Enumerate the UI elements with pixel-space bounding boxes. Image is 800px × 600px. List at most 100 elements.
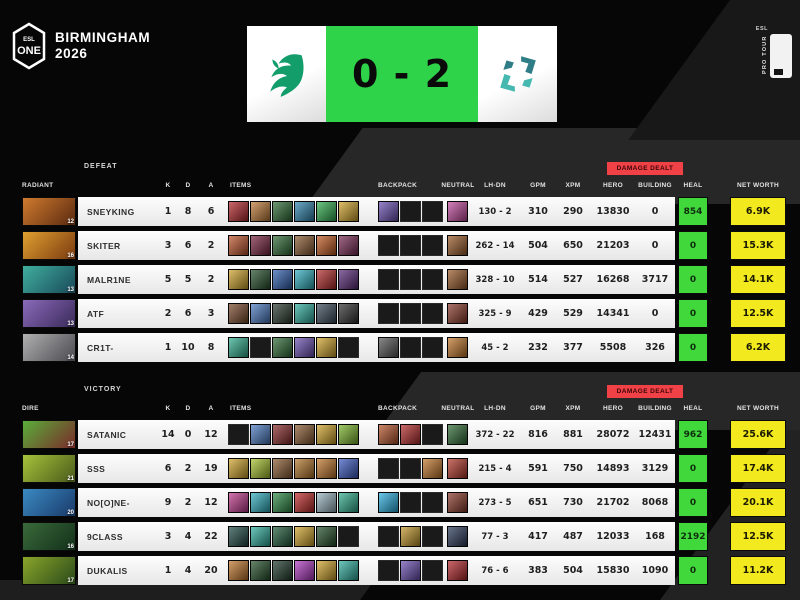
item-slot: [338, 235, 359, 256]
networth-cell: 20.1K: [730, 488, 786, 517]
gpm-value: 310: [528, 206, 548, 217]
backpack-list: [378, 269, 444, 290]
item-slot: [400, 235, 421, 256]
item-slot: [316, 269, 337, 290]
col-assists: A: [208, 404, 214, 412]
items-list: [228, 458, 362, 479]
xpm-value: 730: [563, 497, 583, 508]
column-headers: DIRE K D A ITEMS BACKPACK NEUTRAL LH-DN …: [22, 400, 794, 416]
xpm-value: 529: [563, 308, 583, 319]
backpack-list: [378, 458, 444, 479]
col-lhdn: LH-DN: [484, 181, 506, 189]
col-gpm: GPM: [530, 181, 546, 189]
gpm-value: 504: [528, 240, 548, 251]
event-city-line2: 2026: [55, 46, 88, 61]
item-slot: [422, 235, 443, 256]
item-slot: [422, 492, 443, 513]
item-slot: [316, 201, 337, 222]
item-slot: [272, 458, 293, 479]
col-deaths: D: [185, 181, 191, 189]
kills-value: 6: [164, 463, 172, 474]
hero-level: 21: [67, 476, 74, 482]
player-name: SNEYKING: [87, 206, 135, 217]
item-slot: [294, 303, 315, 324]
lasthits-denies-value: 215 - 4: [478, 463, 512, 474]
item-slot: [378, 269, 399, 290]
hero-level: 16: [67, 544, 74, 550]
col-heal: HEAL: [683, 404, 703, 412]
lasthits-denies-value: 130 - 2: [478, 206, 512, 217]
networth-value: 12.5K: [742, 531, 774, 542]
item-slot: [400, 560, 421, 581]
building-damage-value: 0: [651, 240, 659, 251]
item-slot: [228, 201, 249, 222]
item-slot: [400, 303, 421, 324]
hero-level: 17: [67, 578, 74, 584]
items-list: [228, 337, 362, 358]
item-slot: [338, 424, 359, 445]
lasthits-denies-value: 77 - 3: [481, 531, 509, 542]
one-label: ONE: [17, 45, 41, 57]
event-logo: ESL ONE BIRMINGHAM 2026: [12, 22, 150, 70]
hero-level: 12: [67, 219, 74, 225]
assists-value: 12: [204, 429, 218, 440]
hero-level: 14: [67, 355, 74, 361]
xpm-value: 527: [563, 274, 583, 285]
hero-portrait: 13: [22, 265, 76, 294]
building-damage-value: 8068: [641, 497, 669, 508]
hero-damage-value: 12033: [596, 531, 630, 542]
hero-portrait: 13: [22, 299, 76, 328]
hero-portrait: 14: [22, 333, 76, 362]
backpack-list: [378, 235, 444, 256]
item-slot: [447, 424, 468, 445]
item-slot: [272, 560, 293, 581]
lasthits-denies-value: 325 - 9: [478, 308, 512, 319]
assists-value: 2: [207, 274, 215, 285]
player-row: 20 NO[O]NE- 9 2 12 273 - 5 651 730 21702…: [22, 488, 794, 517]
item-slot: [378, 201, 399, 222]
pro-tour-label: PRO TOUR: [762, 35, 768, 75]
building-damage-value: 1090: [641, 565, 669, 576]
assists-value: 19: [204, 463, 218, 474]
kills-value: 1: [164, 565, 172, 576]
item-slot: [272, 337, 293, 358]
item-slot: [400, 458, 421, 479]
column-headers: RADIANT K D A ITEMS BACKPACK NEUTRAL LH-…: [22, 177, 794, 193]
items-list: [228, 201, 362, 222]
heal-cell: 0: [678, 265, 708, 294]
building-damage-value: 0: [651, 206, 659, 217]
heal-value: 0: [689, 308, 697, 319]
gpm-value: 816: [528, 429, 548, 440]
col-xpm: XPM: [565, 404, 581, 412]
networth-cell: 15.3K: [730, 231, 786, 260]
item-slot: [272, 235, 293, 256]
item-slot: [228, 269, 249, 290]
col-neutral: NEUTRAL: [441, 181, 475, 189]
left-team-panel: [247, 26, 326, 122]
item-slot: [250, 492, 271, 513]
item-slot: [294, 492, 315, 513]
player-row: 13 ATF 2 6 3 325 - 9 429 529 14341 0 0 1…: [22, 299, 794, 328]
kills-value: 14: [161, 429, 175, 440]
item-slot: [338, 201, 359, 222]
col-networth: NET WORTH: [736, 181, 780, 189]
item-slot: [378, 303, 399, 324]
esl-one-hexagon-icon: ESL ONE: [12, 22, 46, 70]
hero-portrait: 17: [22, 420, 76, 449]
item-slot: [228, 560, 249, 581]
networth-value: 15.3K: [742, 240, 774, 251]
col-team: RADIANT: [22, 181, 54, 189]
item-slot: [422, 337, 443, 358]
player-row: 21 SSS 6 2 19 215 - 4 591 750 14893 3129…: [22, 454, 794, 483]
items-list: [228, 424, 362, 445]
player-row: 13 MALR1NE 5 5 2 328 - 10 514 527 16268 …: [22, 265, 794, 294]
networth-value: 14.1K: [742, 274, 774, 285]
item-slot: [250, 337, 271, 358]
items-list: [228, 235, 362, 256]
item-slot: [228, 235, 249, 256]
xpm-value: 487: [563, 531, 583, 542]
item-slot: [447, 201, 468, 222]
assists-value: 3: [207, 308, 215, 319]
hero-level: 13: [67, 321, 74, 327]
